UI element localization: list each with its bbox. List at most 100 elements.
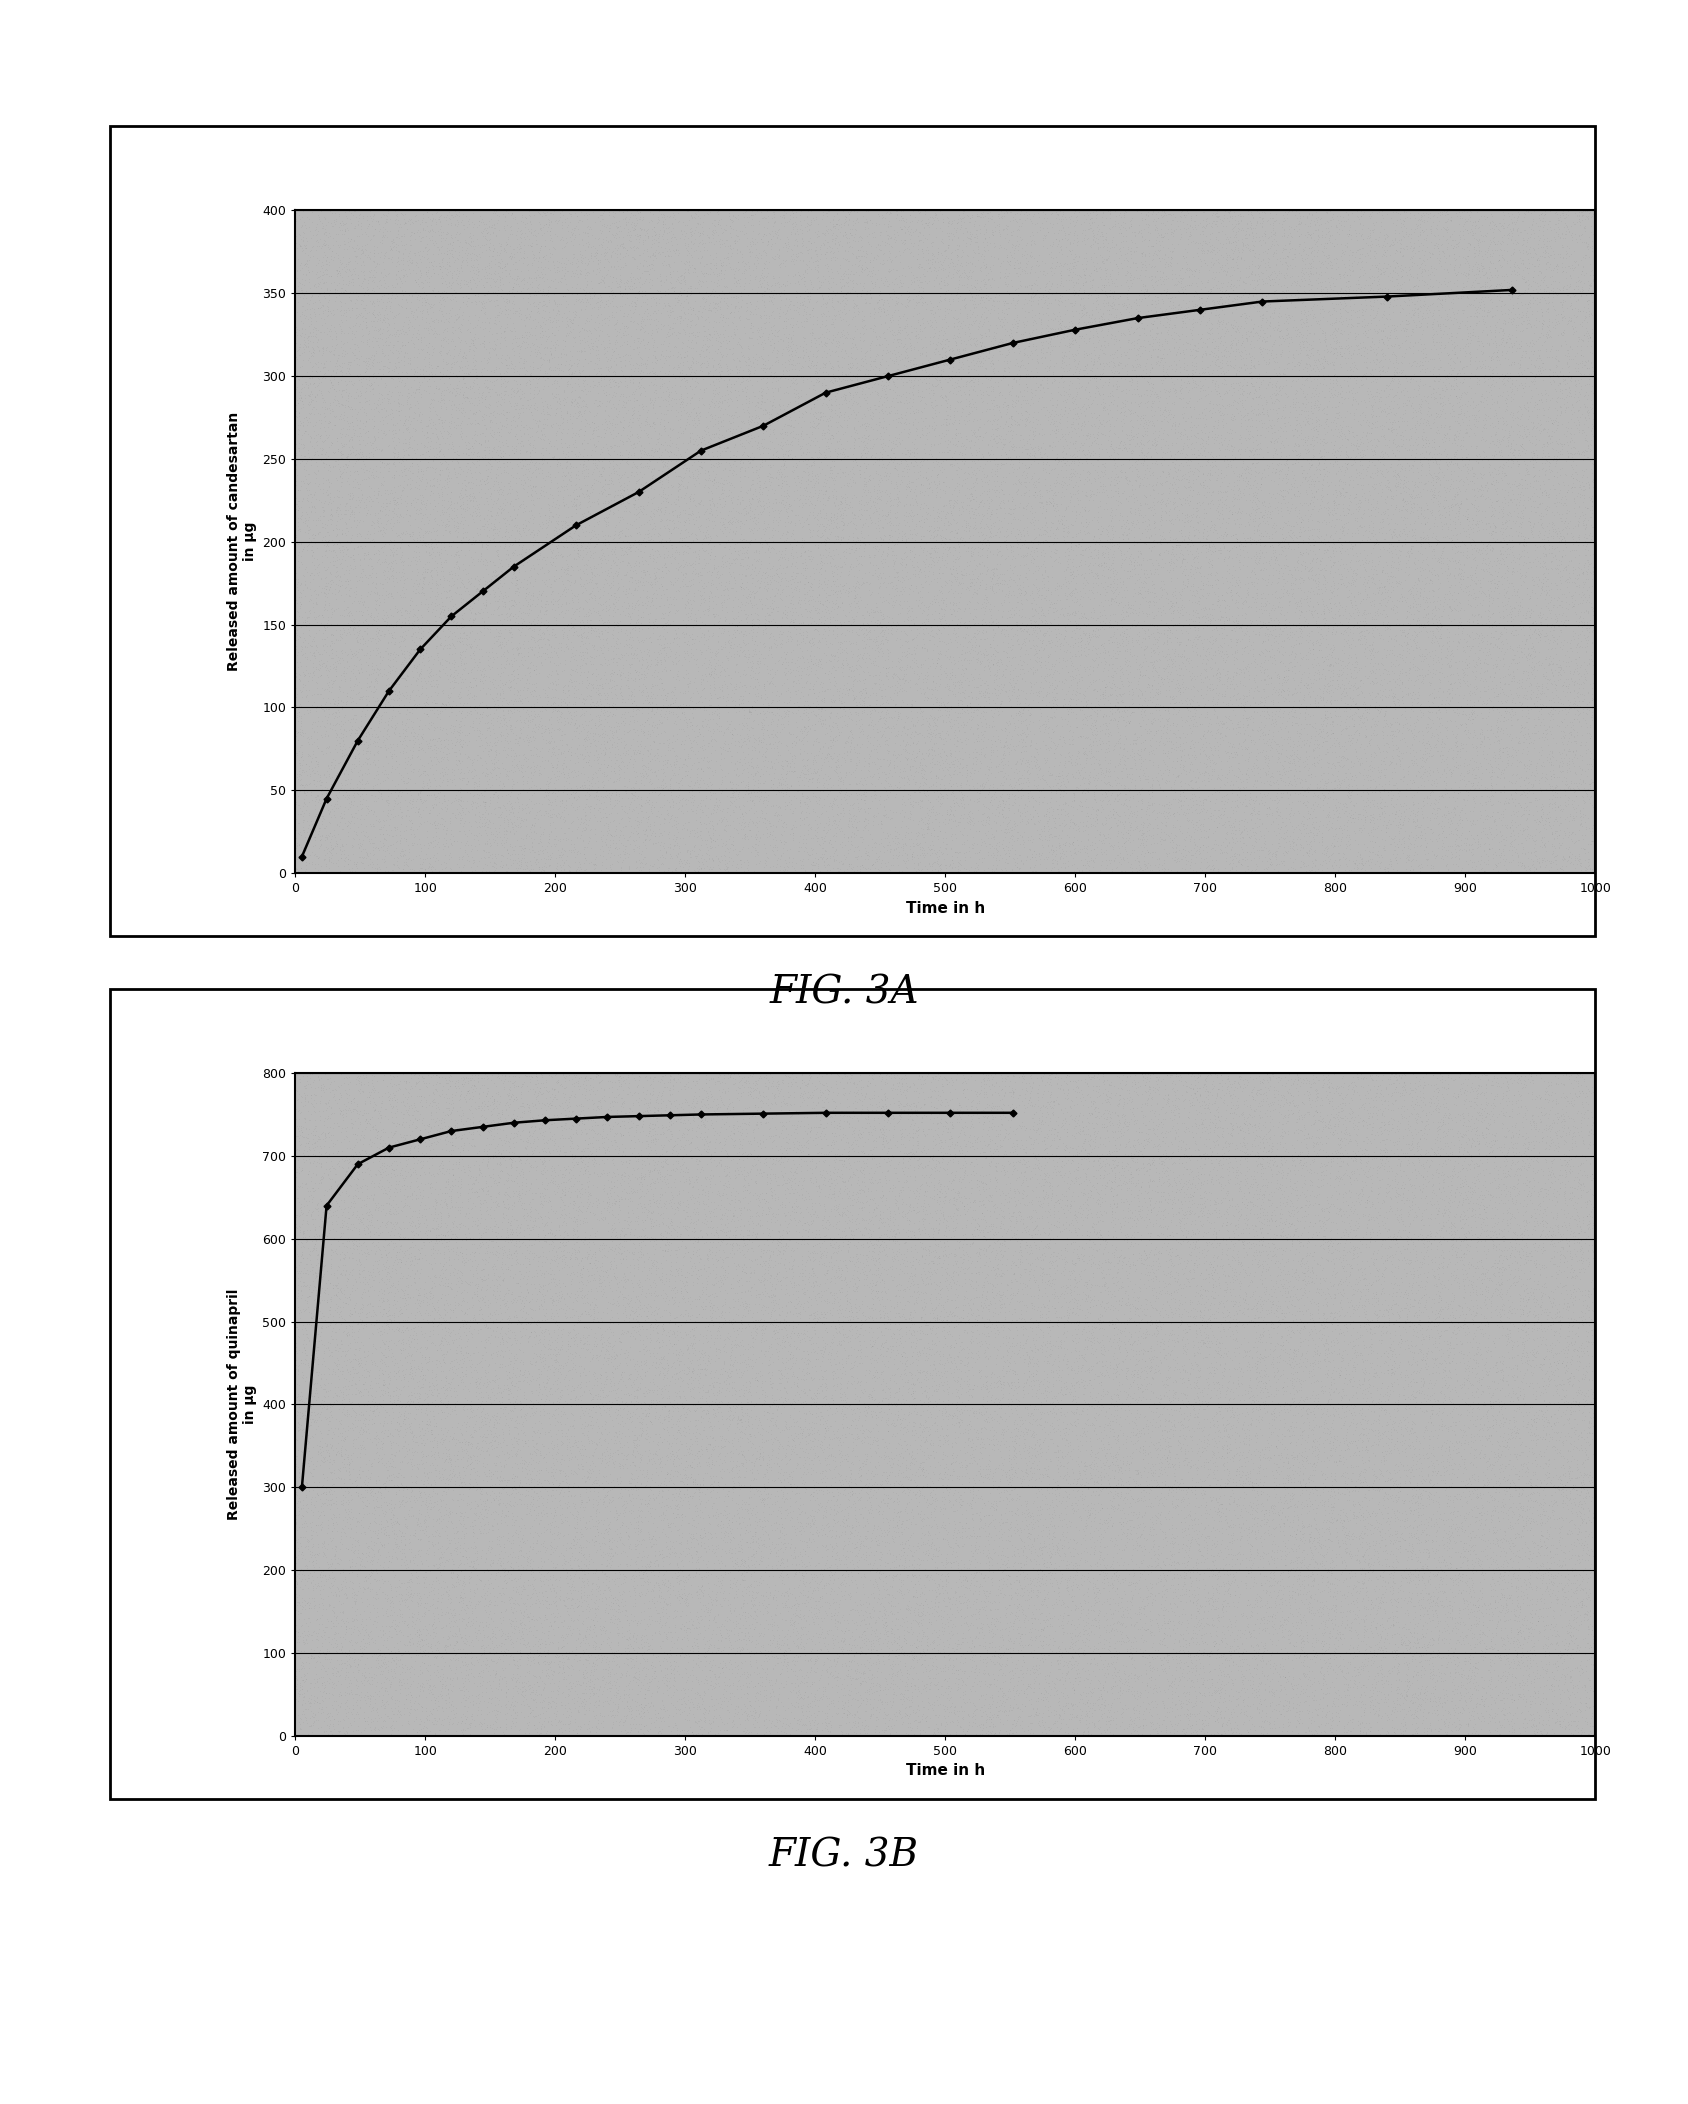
- Point: [522, 1193, 549, 1227]
- Point: [1415, 1563, 1442, 1597]
- Point: [1301, 1342, 1328, 1376]
- Point: [957, 755, 984, 789]
- Point: [1155, 442, 1182, 476]
- Point: [1023, 1342, 1050, 1376]
- Point: [1534, 671, 1561, 705]
- Point: [1472, 1633, 1499, 1666]
- Point: [549, 593, 576, 627]
- Point: [1521, 1294, 1548, 1328]
- Point: [282, 816, 309, 850]
- Point: [937, 206, 964, 240]
- Point: [949, 1067, 976, 1100]
- Point: [1254, 1241, 1281, 1275]
- Point: [802, 846, 829, 879]
- Point: [376, 562, 403, 595]
- Point: [1328, 1056, 1355, 1090]
- Point: [1116, 1288, 1143, 1321]
- Point: [550, 1504, 577, 1538]
- Point: [1126, 688, 1153, 722]
- Point: [349, 343, 376, 377]
- Point: [400, 351, 427, 385]
- Point: [398, 244, 425, 278]
- Point: [490, 1555, 517, 1589]
- Point: [1121, 316, 1148, 349]
- Point: [758, 1298, 785, 1332]
- Point: [677, 751, 704, 785]
- Point: [1072, 772, 1099, 806]
- Point: [344, 1111, 371, 1145]
- Point: [726, 1191, 753, 1225]
- Point: [886, 1643, 913, 1677]
- Point: [1003, 1096, 1030, 1130]
- Point: [338, 1189, 365, 1222]
- Point: [1489, 1290, 1516, 1323]
- Point: [468, 724, 495, 757]
- Point: [645, 1145, 672, 1178]
- Point: [1357, 398, 1384, 431]
- Point: [1485, 1227, 1512, 1260]
- Point: [1469, 255, 1496, 288]
- Point: [1492, 326, 1519, 360]
- Point: [1521, 1214, 1548, 1248]
- Point: [1146, 572, 1173, 606]
- Point: [1139, 703, 1166, 736]
- Point: [945, 1515, 972, 1549]
- Point: [716, 1603, 743, 1637]
- Point: [437, 351, 464, 385]
- Point: [503, 1410, 530, 1443]
- Point: [881, 1290, 908, 1323]
- Point: [672, 370, 699, 404]
- Point: [397, 1134, 424, 1168]
- Point: [939, 675, 966, 709]
- Point: [684, 364, 711, 398]
- Point: [1165, 1679, 1192, 1713]
- Point: [1475, 1330, 1502, 1363]
- Point: [841, 1275, 868, 1309]
- Point: [706, 1565, 733, 1599]
- Point: [436, 240, 463, 274]
- Point: [1453, 1361, 1480, 1395]
- Point: [1136, 520, 1163, 553]
- Point: [751, 1504, 778, 1538]
- Point: [1072, 1624, 1099, 1658]
- Point: [672, 591, 699, 625]
- Point: [1072, 1469, 1099, 1502]
- Point: [307, 1071, 334, 1105]
- Point: [805, 696, 832, 730]
- Point: [1225, 1431, 1252, 1464]
- Point: [1568, 558, 1595, 591]
- Point: [353, 1359, 380, 1393]
- Point: [1264, 1132, 1291, 1166]
- Point: [876, 1719, 903, 1753]
- Point: [809, 1363, 836, 1397]
- Point: [903, 1631, 930, 1664]
- Point: [398, 1557, 425, 1591]
- Point: [1301, 1408, 1328, 1441]
- Point: [390, 345, 417, 379]
- Point: [783, 229, 810, 263]
- Point: [1497, 703, 1524, 736]
- Point: [1058, 669, 1085, 703]
- Point: [1035, 677, 1062, 711]
- Point: [346, 543, 373, 576]
- Point: [1160, 1614, 1187, 1647]
- Point: [333, 1166, 360, 1199]
- Point: [1107, 1464, 1134, 1498]
- Point: [866, 463, 893, 497]
- Point: [1318, 1715, 1345, 1748]
- Point: [1512, 717, 1539, 751]
- Point: [407, 490, 434, 524]
- Point: [1430, 1098, 1457, 1132]
- Point: [314, 1603, 341, 1637]
- Point: [709, 585, 736, 619]
- Point: [545, 1387, 572, 1420]
- Point: [1386, 816, 1413, 850]
- Point: [1269, 1328, 1296, 1361]
- Point: [960, 1696, 987, 1729]
- Point: [1545, 202, 1572, 236]
- Point: [1047, 280, 1074, 313]
- Point: [942, 1441, 969, 1475]
- Point: [1298, 1168, 1325, 1201]
- Point: [1180, 703, 1207, 736]
- Point: [1566, 629, 1593, 663]
